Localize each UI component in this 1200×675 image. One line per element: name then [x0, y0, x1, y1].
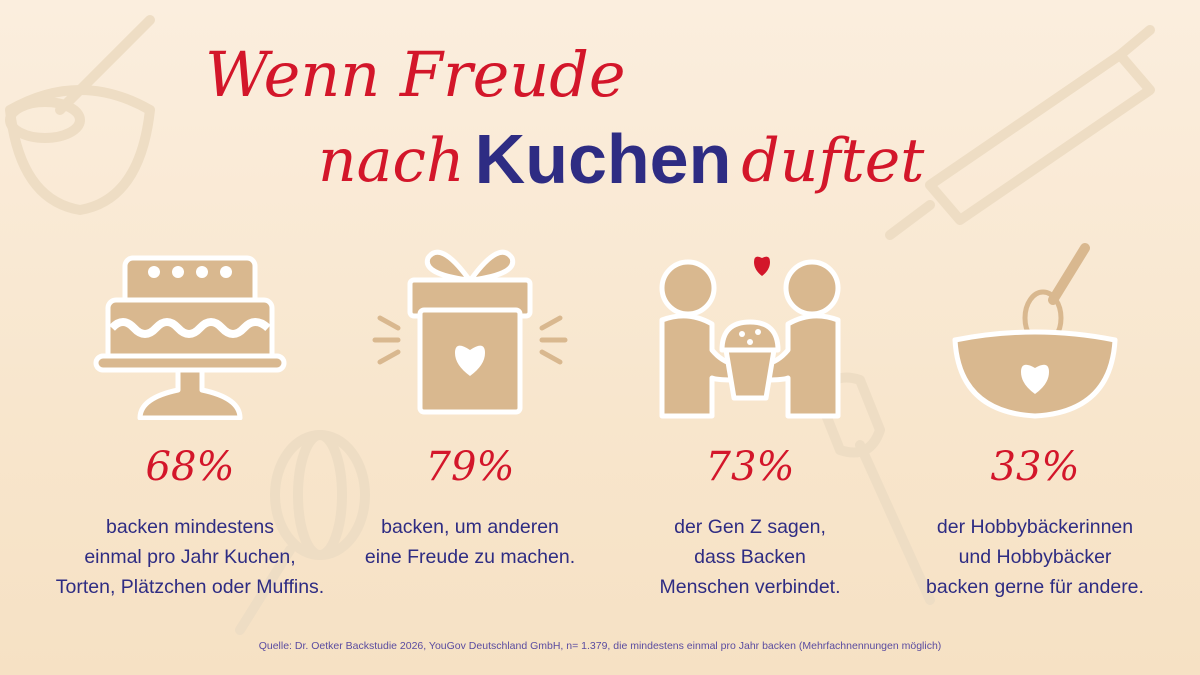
stat-description: backen, um anderen eine Freude zu machen… [364, 516, 576, 568]
gift-icon [372, 249, 568, 415]
people-cupcake-icon [659, 256, 841, 419]
headline: Wenn Freude nach Kuchen duftet [0, 0, 1200, 230]
headline-line-1: Wenn Freude [205, 38, 626, 111]
source-footnote: Quelle: Dr. Oetker Backstudie 2026, YouG… [258, 640, 942, 652]
stat-description: backen mindestens einmal pro Jahr Kuchen… [55, 516, 325, 598]
background-rolling-pin-icon [885, 25, 1155, 240]
heart-icon [754, 256, 770, 276]
stat-value: 79% [425, 444, 515, 490]
background-whisk-icon [235, 430, 370, 635]
stat-value: 33% [990, 444, 1080, 490]
stat-value: 73% [705, 444, 795, 490]
headline-word-nach: nach [318, 126, 465, 196]
background-whisk-bowl-icon [5, 15, 155, 215]
headline-keyword: Kuchen [474, 120, 732, 198]
headline-line-2: nach Kuchen duftet [318, 122, 924, 194]
headline-word-duftet: duftet [741, 126, 925, 196]
stat-value: 68% [145, 444, 235, 490]
stat-description: der Hobbybäckerinnen und Hobbybäcker bac… [926, 516, 1144, 598]
cake-icon [93, 255, 287, 420]
stat-description: der Gen Z sagen, dass Backen Menschen ve… [659, 516, 841, 598]
mixing-bowl-icon [952, 243, 1118, 419]
